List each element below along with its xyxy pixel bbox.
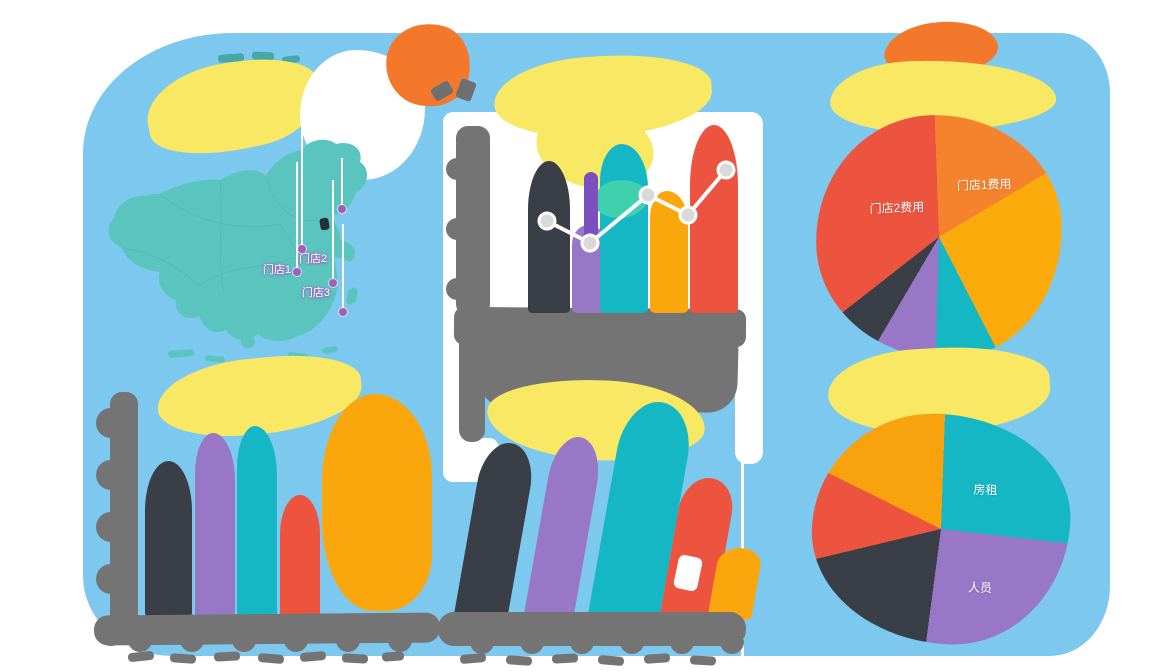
bm-tick-scribble [597,654,625,667]
marker-label: 门店1 [262,264,291,276]
trend-point[interactable] [537,211,557,231]
pie-slice-label: 房租 [973,482,998,498]
pie-slice-label: 门店2费用 [869,199,925,216]
map-dark-mark [319,217,330,231]
bl-tick-scribble [381,651,405,662]
bl-y-axis-bumps [96,408,126,438]
hainan-island [241,336,255,348]
marker-dot [338,205,346,213]
taiwan-island [346,287,358,305]
bm-tick-scribble [689,655,717,666]
marker-dot [329,279,337,287]
trend-point[interactable] [638,185,658,205]
bl-bar-4[interactable] [280,495,320,617]
bl-tick-scribble [341,653,369,664]
province-borders [121,175,319,293]
combo-bar-chart [455,125,763,313]
trend-point[interactable] [716,160,736,180]
marker-label: 门店3 [301,287,330,299]
bm-bar-chart [435,400,764,620]
bl-tick-scribble [169,653,197,664]
bl-x-axis-bumps [128,628,152,652]
marker-drop-line [332,180,334,280]
combo-bar-1[interactable] [528,161,570,313]
trend-point[interactable] [678,205,698,225]
pie-slice-label: 人员 [967,580,993,596]
bl-bar-5[interactable] [322,394,432,611]
marker-dot [293,268,301,276]
bl-bar-2[interactable] [195,433,235,617]
chart-card-right-edge [735,112,763,464]
bl-tick-scribble [213,651,241,662]
bl-bar-1[interactable] [145,461,192,617]
bl-tick-scribble [257,652,285,665]
bm-tick-scribble [505,655,533,666]
pie-slice-label: 门店1费用 [956,176,1012,193]
bl-tick-scribble [127,650,155,663]
combo-y-axis-bumps [446,158,468,180]
bm-tick-scribble [551,653,579,664]
marker-drop-line [341,158,343,206]
trend-point[interactable] [580,233,600,253]
marker-drop-line [301,128,303,246]
bm-bar-1[interactable] [453,443,539,620]
marker-label: 门店2 [299,253,328,265]
marker-drop-line [296,162,298,269]
marker-drop-line [342,224,344,309]
combo-axis-shadow-leg [459,318,485,442]
bm-tick-scribble [643,653,671,664]
china-map[interactable] [98,136,390,354]
china-map-outline [108,139,368,342]
combo-line-drop [584,172,598,248]
marker-dot [298,245,306,253]
combo-bar-5[interactable] [690,125,738,313]
marker-dot [339,308,347,316]
bl-bar-3[interactable] [237,426,277,617]
bl-tick-scribble [299,650,327,663]
combo-y-axis [456,126,490,316]
bl-bar-chart [138,394,438,617]
bm-tick-scribble [459,652,487,665]
bm-x-axis-bumps [470,630,494,654]
combo-trend-line[interactable] [455,125,763,313]
